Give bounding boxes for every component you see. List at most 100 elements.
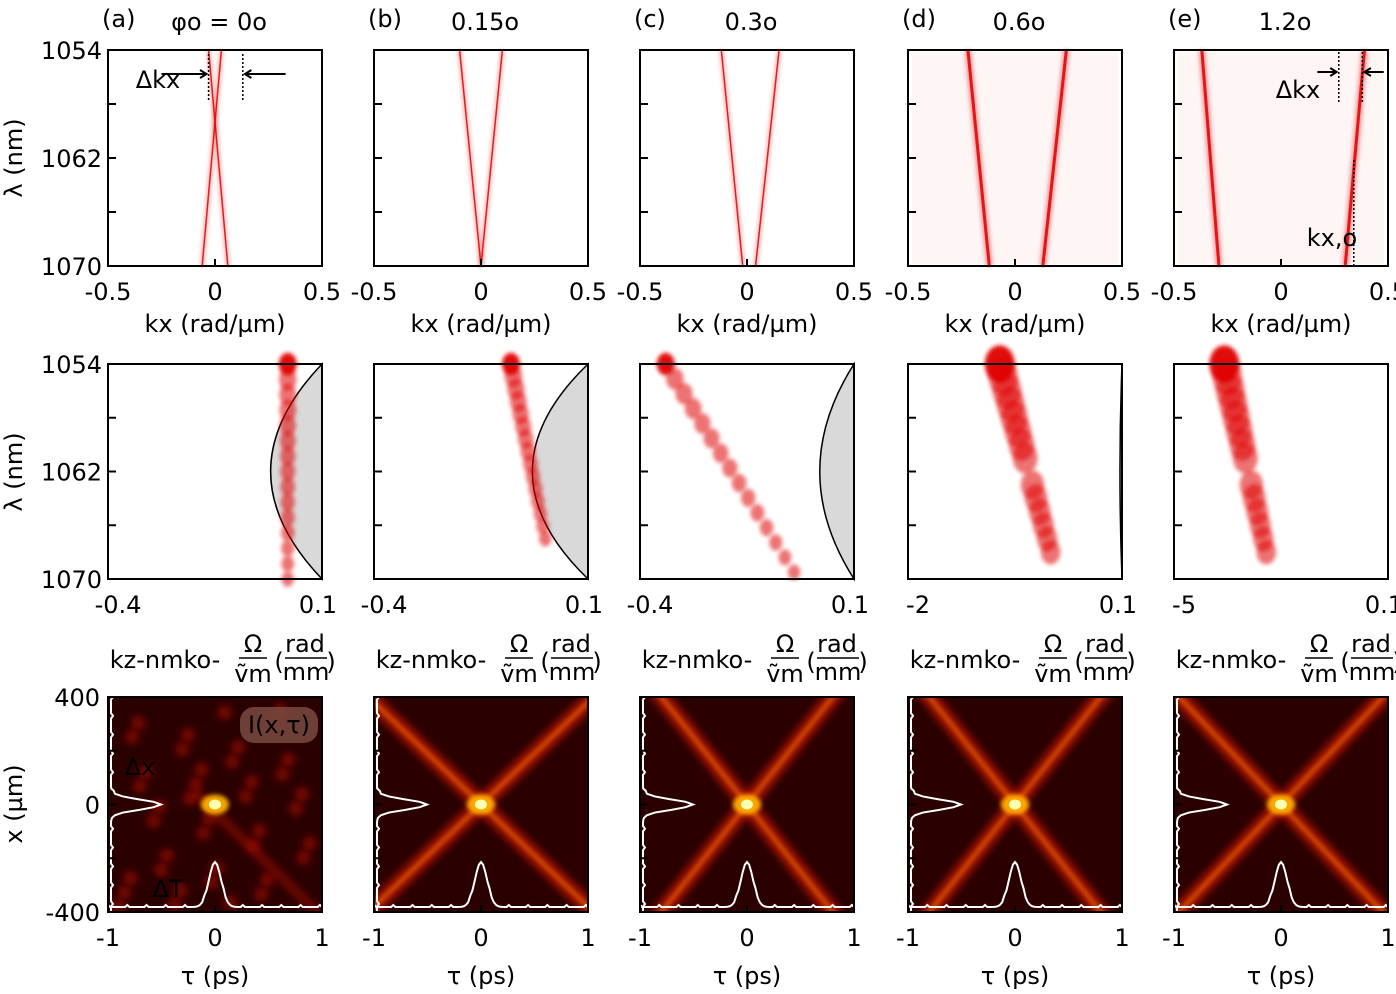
intensity-map	[108, 697, 322, 912]
spectral-blob	[1012, 442, 1038, 474]
row-spectrum: -0.5 0 0.5 1054 1062 1070 (a) φo = 0o kx (rad/µm…	[0, 5, 1396, 338]
x-tick-label: 0.1	[565, 591, 603, 619]
x-tick-label: 1	[846, 924, 861, 952]
x-tick-label: 0.5	[1369, 278, 1396, 306]
temporal-profile	[108, 860, 322, 908]
intensity-map	[640, 697, 854, 912]
speckle	[117, 885, 132, 900]
paren: (	[1074, 648, 1083, 676]
speckle	[217, 705, 232, 720]
spectral-blob	[280, 508, 295, 527]
x-tick-label: 0	[207, 278, 222, 306]
speckle	[294, 787, 309, 802]
speckle	[111, 899, 126, 912]
x-axis-label: τ (ps)	[1247, 962, 1316, 990]
unit-den: mm	[549, 658, 596, 686]
speckle	[288, 801, 303, 816]
x-tick-label: 0	[473, 278, 488, 306]
spectral-blob	[280, 477, 296, 497]
x-tick-label: -5	[1172, 591, 1196, 619]
panel-label: (a)	[102, 5, 135, 33]
temporal-profile	[374, 860, 588, 908]
x-axis-label-omega: Ω	[1044, 630, 1062, 658]
speckle	[302, 836, 317, 851]
x-tick-label: -2	[906, 591, 930, 619]
spectral-blob	[694, 413, 711, 434]
x-tick-label: 1	[1380, 924, 1395, 952]
y-tick-label: 1054	[41, 351, 102, 379]
plot-background	[1174, 364, 1388, 579]
spectral-blob	[712, 443, 729, 464]
spectrum-panel: -0.5 0 0.5 1054 1062 1070 (a) φo = 0o kx (rad/µm…	[41, 5, 341, 338]
x-tick-label: -0.5	[885, 278, 932, 306]
x-tick-label: -0.5	[617, 278, 664, 306]
spectral-blob	[279, 430, 296, 451]
delta-kx-label: Δkx	[1276, 76, 1321, 104]
x-axis-label-text: kz-nmko-	[910, 646, 1021, 674]
spectral-blob	[279, 399, 297, 421]
spectral-line	[1200, 49, 1221, 267]
plot-background	[908, 50, 1122, 266]
x-axis-label-text: kz-nmko-	[1176, 646, 1287, 674]
x-axis-label: τ (ps)	[447, 962, 516, 990]
spectral-line	[754, 49, 780, 267]
speckle	[173, 883, 188, 898]
spatial-profile	[375, 697, 430, 912]
y-axis-label: λ (nm)	[0, 432, 28, 511]
x-tick-label: -1	[362, 924, 386, 952]
spectral-haze	[912, 52, 1118, 264]
y-tick-label: 1062	[41, 459, 102, 487]
spectral-line	[1343, 49, 1366, 267]
speckle	[260, 873, 275, 888]
x-tick-label: 0.5	[1103, 278, 1141, 306]
paren: (	[540, 648, 549, 676]
angle-label: 1.2o	[1259, 8, 1312, 36]
paren: )	[858, 648, 867, 676]
speckle	[159, 848, 174, 863]
spatial-profile	[109, 697, 164, 912]
x-axis-label-omega: Ω	[244, 630, 262, 658]
kx-o-label: kx,o	[1307, 224, 1357, 252]
spectral-blob	[703, 428, 720, 449]
spectrum-panel: -0.5 0 0.5 (c) 0.3o kx (rad/µm)	[617, 5, 874, 338]
focal-peak	[475, 799, 487, 810]
intensity-panel: -1 0 1 τ (ps)	[628, 696, 862, 990]
intensity-panel: -1 0 1 400 0 -400 I(x,τ) Δx ΔT τ (ps)	[46, 684, 330, 990]
temporal-profile	[1174, 860, 1388, 908]
focal-peak	[741, 799, 753, 810]
speckle	[175, 742, 190, 757]
x-tick-label: 0.5	[835, 278, 873, 306]
x-tick-label: 0	[207, 924, 222, 952]
x-tick-label: 0	[1007, 924, 1022, 952]
speckle	[188, 777, 203, 792]
x-tick-label: -1	[96, 924, 120, 952]
x-tick-label: 0	[1273, 924, 1288, 952]
unit-num: rad	[817, 630, 857, 658]
delta-t-label: ΔT	[152, 875, 183, 903]
speckle	[196, 826, 211, 841]
spectral-blob	[533, 505, 547, 522]
spectral-blob	[675, 383, 693, 405]
spectral-blob	[1232, 442, 1258, 474]
temporal-profile	[640, 860, 854, 908]
x-tick-label: -0.5	[1151, 278, 1198, 306]
x-axis-label: kx (rad/µm)	[411, 310, 552, 338]
speckle	[123, 871, 138, 886]
x-tick-label: -1	[1162, 924, 1186, 952]
spectral-blob	[279, 383, 297, 406]
inset-label: I(x,τ)	[248, 711, 310, 739]
x-tick-label: 0	[739, 278, 754, 306]
paren: )	[326, 648, 335, 676]
x-tick-label: -0.5	[85, 278, 132, 306]
delta-x-label: Δx	[125, 753, 156, 781]
spectral-blob	[787, 564, 801, 581]
x-tick-label: 1	[580, 924, 595, 952]
spectral-line	[480, 49, 504, 267]
speckle	[238, 789, 253, 804]
x-axis-label-omega: Ω	[776, 630, 794, 658]
x-tick-label: 0.1	[1099, 591, 1137, 619]
y-tick-label: 0	[85, 792, 100, 820]
speckle	[252, 824, 267, 839]
